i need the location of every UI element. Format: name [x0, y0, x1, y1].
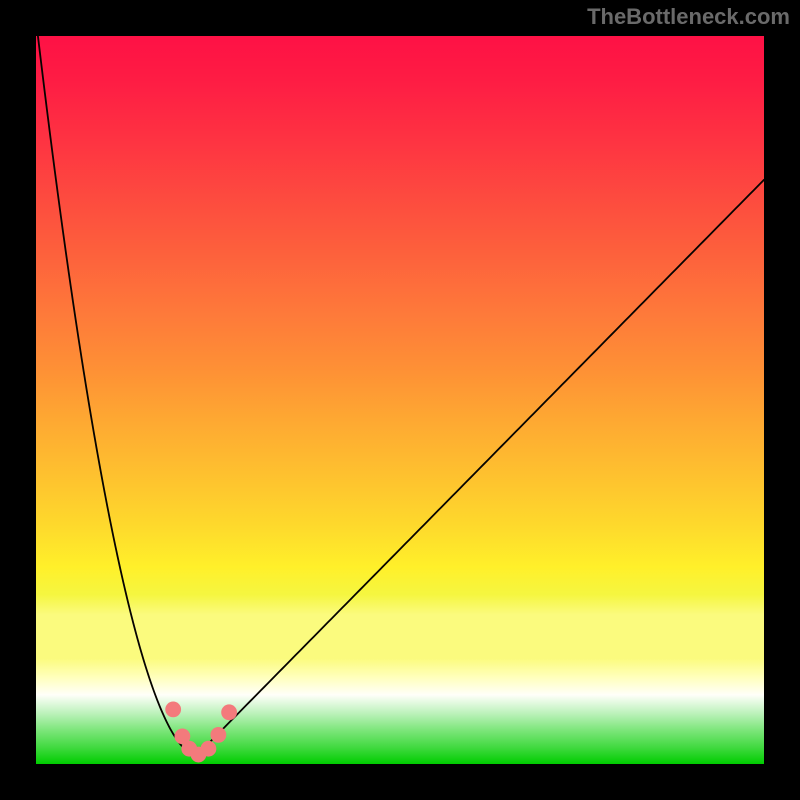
- marker-point: [201, 741, 216, 756]
- marker-point: [222, 705, 237, 720]
- background-gradient: [36, 36, 764, 764]
- plot-area: [36, 36, 764, 764]
- marker-point: [166, 702, 181, 717]
- marker-point: [211, 727, 226, 742]
- chart-root: TheBottleneck.com: [0, 0, 800, 800]
- chart-svg: [0, 0, 800, 800]
